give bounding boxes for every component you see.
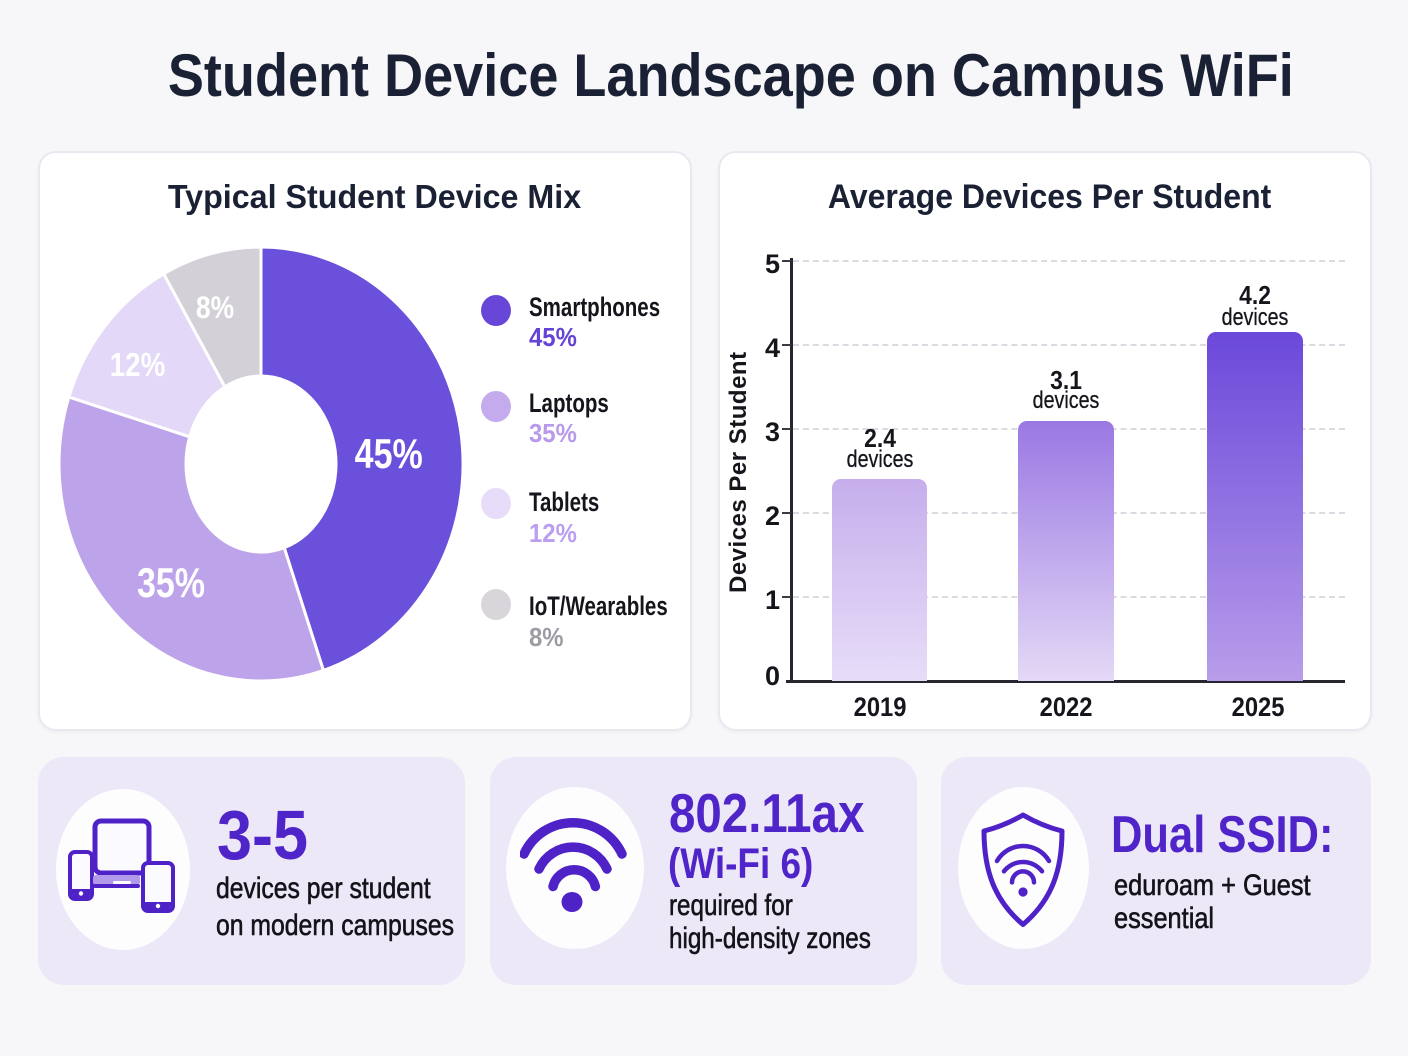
svg-text:8%: 8% <box>196 291 234 326</box>
svg-text:45%: 45% <box>355 430 423 477</box>
svg-text:35%: 35% <box>137 560 205 607</box>
svg-text:12%: 12% <box>110 347 165 384</box>
